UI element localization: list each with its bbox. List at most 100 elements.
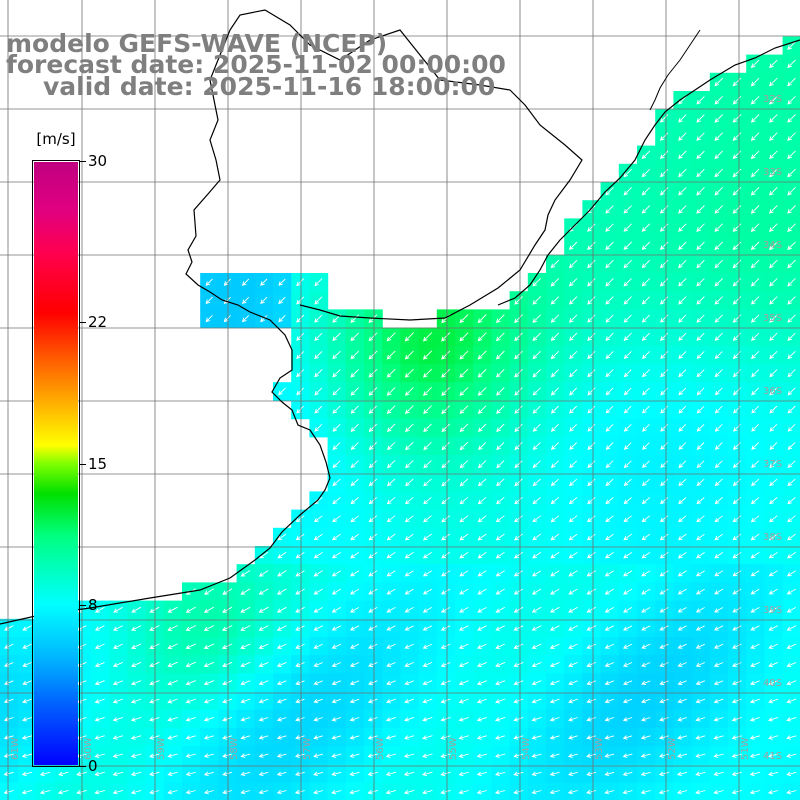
- wind-arrow: [641, 223, 651, 232]
- wind-arrow: [550, 277, 560, 287]
- wind-arrow: [769, 205, 778, 214]
- wind-arrow: [112, 643, 123, 649]
- wind-arrow: [696, 278, 705, 287]
- wind-arrow: [258, 789, 269, 795]
- wind-arrow: [587, 278, 596, 287]
- wind-arrow: [203, 735, 214, 740]
- wind-arrow: [659, 680, 669, 686]
- wind-arrow: [458, 771, 469, 777]
- wind-arrow: [787, 314, 796, 323]
- wind-arrow: [404, 368, 414, 378]
- wind-arrow: [276, 680, 287, 686]
- wind-arrow: [403, 771, 415, 777]
- wind-arrow: [532, 277, 542, 287]
- wind-arrow: [623, 442, 632, 450]
- wind-arrow: [568, 625, 578, 631]
- wind-arrow: [696, 96, 705, 105]
- wind-arrow: [294, 789, 305, 795]
- wind-arrow: [532, 423, 541, 432]
- wind-arrow: [732, 497, 742, 505]
- wind-arrow: [605, 497, 614, 505]
- wind-arrow: [713, 735, 724, 740]
- wind-arrow: [458, 789, 469, 795]
- wind-arrow: [403, 789, 415, 795]
- wind-arrow: [769, 497, 778, 505]
- wind-arrow: [696, 132, 705, 141]
- wind-arrow: [768, 570, 778, 577]
- wind-arrow: [750, 643, 760, 649]
- wind-arrow: [258, 588, 269, 595]
- wind-arrow: [440, 753, 451, 758]
- wind-arrow: [494, 771, 506, 777]
- wind-arrow: [296, 351, 305, 360]
- wind-arrow: [678, 332, 687, 341]
- wind-arrow: [368, 662, 378, 667]
- wind-arrow: [112, 771, 124, 777]
- wind-arrow: [22, 643, 32, 649]
- wind-arrow: [586, 717, 596, 722]
- wind-arrow: [422, 680, 433, 686]
- wind-arrow: [3, 698, 14, 704]
- wind-arrow: [586, 515, 596, 523]
- wind-arrow: [131, 680, 142, 686]
- wind-arrow: [94, 698, 105, 704]
- wind-arrow: [767, 771, 779, 777]
- wind-arrow: [641, 351, 650, 360]
- wind-arrow: [404, 332, 414, 342]
- wind-arrow: [696, 515, 705, 523]
- wind-arrow: [659, 717, 669, 722]
- wind-arrow: [659, 241, 669, 251]
- wind-arrow: [549, 735, 560, 740]
- wind-arrow: [786, 607, 797, 613]
- wind-arrow: [331, 588, 342, 595]
- wind-arrow: [404, 570, 414, 577]
- wind-arrow: [787, 442, 796, 450]
- wind-arrow: [130, 789, 142, 795]
- wind-arrow: [386, 405, 396, 414]
- wind-arrow: [696, 186, 705, 196]
- wind-arrow: [459, 496, 469, 505]
- wind-arrow: [57, 789, 69, 795]
- wind-arrow: [386, 625, 396, 631]
- wind-arrow: [477, 643, 487, 649]
- wind-arrow: [258, 661, 269, 668]
- wind-arrow: [677, 753, 688, 758]
- lat-tick-label: 33S: [763, 167, 782, 178]
- wind-arrow: [787, 423, 796, 432]
- wind-arrow: [386, 460, 396, 469]
- wind-arrow: [659, 259, 669, 269]
- wind-arrow: [203, 625, 215, 631]
- wind-arrow: [750, 95, 760, 105]
- wind-arrow: [459, 350, 469, 360]
- wind-arrow: [203, 643, 215, 650]
- wind-arrow: [386, 533, 396, 541]
- wind-arrow: [678, 259, 687, 269]
- wind-arrow: [167, 606, 178, 613]
- wind-arrow: [732, 132, 742, 141]
- wind-arrow: [367, 698, 378, 704]
- wind-arrow: [786, 735, 797, 740]
- wind-arrow: [731, 753, 742, 758]
- lat-tick-label: 41S: [763, 751, 782, 762]
- wind-arrow: [203, 606, 215, 613]
- wind-arrow: [405, 423, 414, 433]
- wind-arrow: [240, 570, 251, 577]
- wind-arrow: [567, 753, 578, 758]
- wind-arrow: [203, 753, 214, 758]
- wind-arrow: [713, 625, 724, 631]
- wind-arrow: [441, 405, 451, 415]
- wind-arrow: [386, 643, 396, 649]
- wind-arrow: [440, 661, 451, 668]
- wind-arrow: [441, 460, 450, 469]
- wind-arrow: [751, 350, 760, 360]
- wind-arrow: [641, 497, 650, 505]
- lat-tick-label: 35S: [763, 313, 782, 324]
- wind-arrow: [750, 680, 760, 686]
- wind-arrow: [677, 625, 687, 631]
- wind-arrow: [587, 296, 596, 305]
- wind-arrow: [532, 442, 541, 451]
- wind-arrow: [786, 643, 797, 649]
- wind-arrow: [495, 606, 506, 613]
- wind-arrow: [768, 588, 778, 595]
- wind-arrow: [240, 680, 251, 686]
